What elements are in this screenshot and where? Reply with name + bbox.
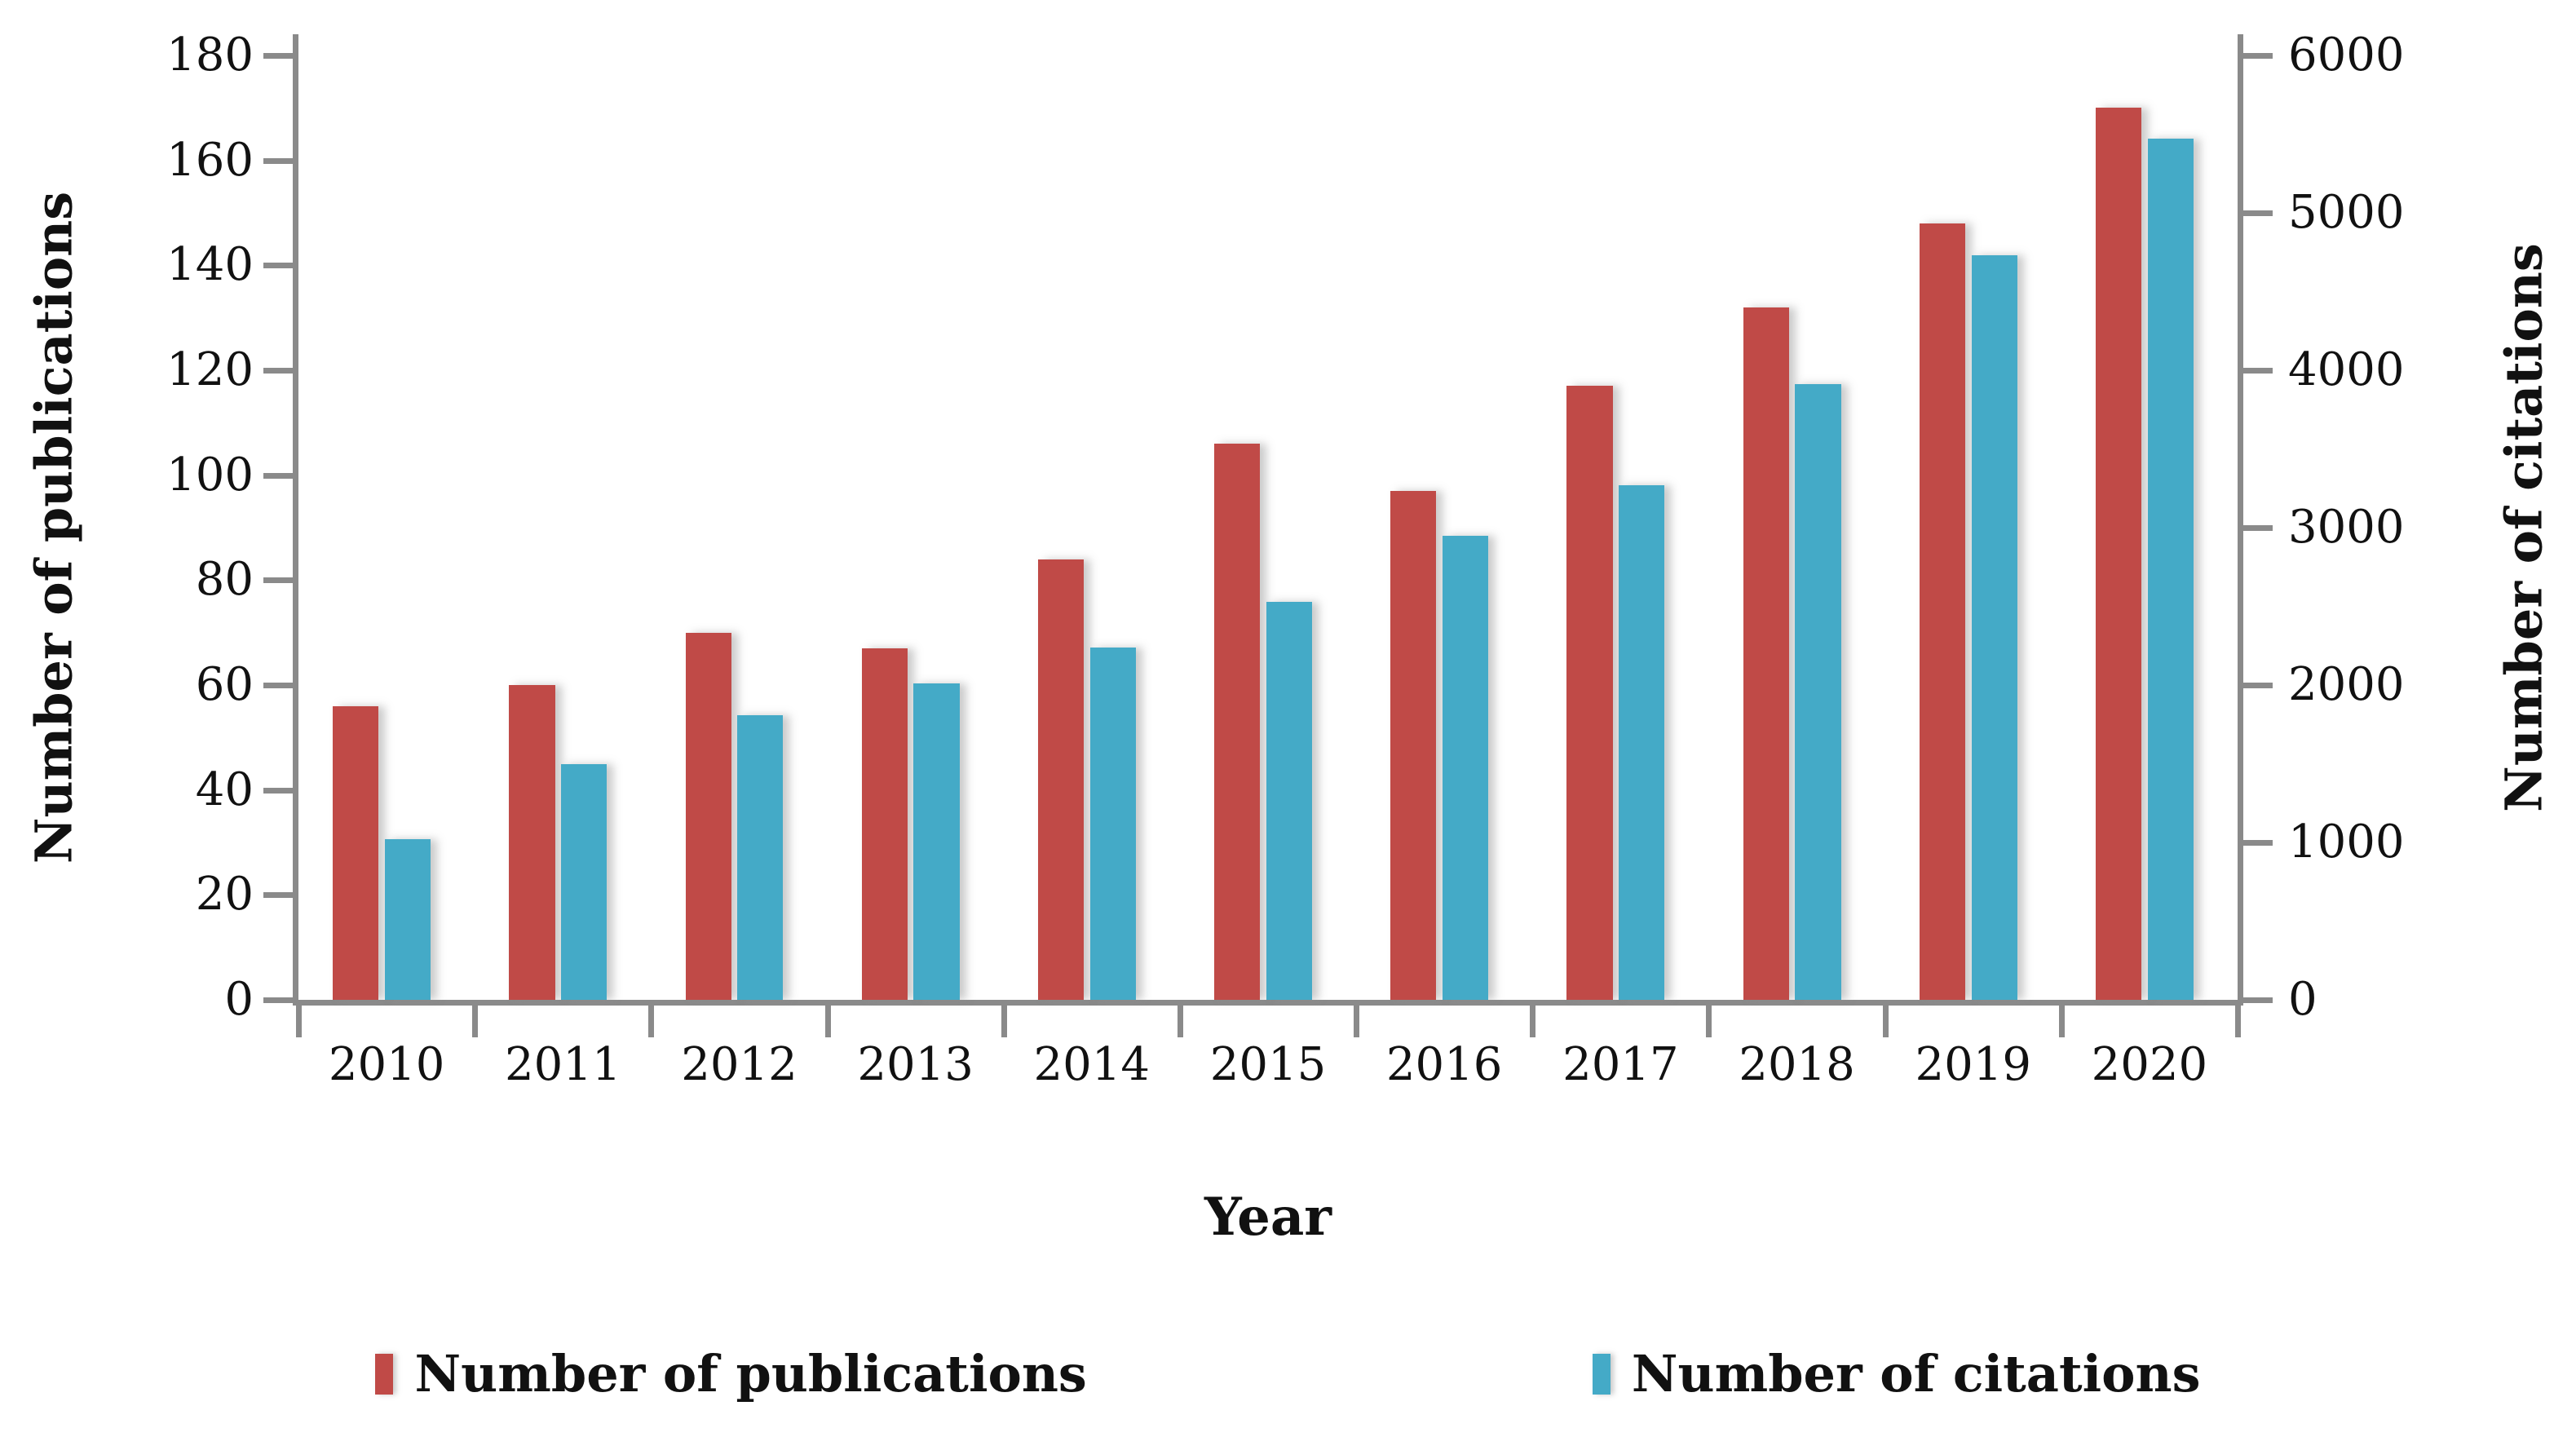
- x-tick: [1354, 1000, 1360, 1037]
- bar-publications: [333, 705, 379, 1000]
- left-tick-label: 160: [166, 133, 254, 187]
- left-tick-label: 100: [166, 448, 254, 502]
- right-tick: [2243, 683, 2273, 688]
- left-tick-label: 40: [195, 763, 254, 816]
- x-tick-label: 2017: [1562, 1038, 1679, 1091]
- right-tick-label: 3000: [2288, 501, 2405, 554]
- x-tick-label: 2013: [857, 1038, 974, 1091]
- right-tick-label: 2000: [2288, 658, 2405, 711]
- right-tick-label: 0: [2288, 973, 2318, 1026]
- x-tick-label: 2010: [328, 1038, 445, 1091]
- left-tick-label: 0: [224, 973, 254, 1026]
- x-tick: [824, 1000, 831, 1037]
- right-tick: [2243, 525, 2273, 531]
- left-tick: [263, 577, 293, 584]
- left-tick-label: 80: [195, 553, 254, 607]
- bar-citations: [1089, 647, 1136, 1000]
- right-tick: [2243, 53, 2273, 59]
- x-tick: [1177, 1000, 1183, 1037]
- right-tick: [2243, 997, 2273, 1003]
- right-tick-label: 1000: [2288, 816, 2405, 869]
- x-tick: [1882, 1000, 1889, 1037]
- left-tick-label: 60: [195, 658, 254, 711]
- bar-citations: [1443, 535, 1489, 1000]
- x-tick: [472, 1000, 479, 1037]
- x-tick-label: 2019: [1915, 1038, 2031, 1091]
- bar-publications: [861, 648, 908, 1000]
- bar-publications: [1743, 307, 1789, 1000]
- legend-item-publications: Number of publications: [375, 1344, 1087, 1404]
- x-tick-label: 2018: [1739, 1038, 1855, 1091]
- left-tick-label: 180: [166, 29, 254, 82]
- x-tick: [1530, 1000, 1536, 1037]
- bar-citations: [384, 839, 431, 1000]
- legend-label-publications: Number of publications: [414, 1344, 1087, 1404]
- bar-citations: [1266, 601, 1313, 1000]
- x-tick-label: 2014: [1033, 1038, 1151, 1091]
- bar-citations: [1971, 255, 2017, 1000]
- bar-publications: [1037, 559, 1085, 1000]
- left-tick: [263, 263, 293, 269]
- left-tick: [263, 997, 293, 1003]
- bar-citations: [913, 683, 960, 1000]
- left-tick: [263, 368, 293, 374]
- citations-swatch-icon: [1592, 1353, 1611, 1395]
- x-tick-label: 2016: [1385, 1038, 1503, 1091]
- right-tick-label: 4000: [2288, 343, 2405, 396]
- x-tick: [2235, 1000, 2241, 1037]
- bar-publications: [1214, 444, 1261, 1000]
- publications-swatch-icon: [375, 1353, 394, 1395]
- left-tick: [263, 787, 293, 794]
- x-axis-title: Year: [1204, 1187, 1332, 1248]
- right-axis-line: [2238, 34, 2243, 1000]
- bar-publications: [1919, 223, 1965, 1000]
- legend-item-citations: Number of citations: [1592, 1344, 2201, 1404]
- x-tick: [1001, 1000, 1007, 1037]
- left-tick-label: 140: [166, 238, 254, 292]
- x-tick-label: 2012: [681, 1038, 798, 1091]
- bar-publications: [1566, 386, 1613, 1000]
- left-tick-label: 120: [166, 343, 254, 396]
- legend-label-citations: Number of citations: [1631, 1344, 2201, 1404]
- bar-publications: [685, 632, 731, 1000]
- left-tick: [263, 157, 293, 164]
- left-tick: [263, 892, 293, 899]
- left-tick: [263, 683, 293, 688]
- bar-citations: [737, 714, 784, 1000]
- x-tick: [648, 1000, 655, 1037]
- x-tick-label: 2015: [1209, 1038, 1327, 1091]
- right-tick-label: 5000: [2288, 186, 2405, 239]
- bar-citations: [561, 763, 608, 1000]
- right-tick: [2243, 210, 2273, 216]
- left-axis-title: Number of publications: [24, 191, 84, 864]
- left-axis-title-wrap: Number of publications: [20, 55, 88, 1000]
- left-axis-line: [293, 34, 298, 1000]
- plot-area: 0 20 40 60 80 100 120 140 160 180 0 1000 2000 3000 400…: [166, 29, 2404, 1090]
- x-tick: [2058, 1000, 2065, 1037]
- bar-publications: [509, 685, 555, 1000]
- x-tick-label: 2020: [2091, 1038, 2208, 1091]
- x-tick-label: 2011: [505, 1038, 621, 1091]
- bar-publications: [1390, 490, 1437, 1000]
- left-tick-label: 20: [195, 868, 254, 922]
- x-tick: [1706, 1000, 1712, 1037]
- left-tick: [263, 53, 293, 59]
- right-tick: [2243, 840, 2273, 846]
- x-tick: [296, 1000, 302, 1037]
- right-tick-label: 6000: [2288, 29, 2405, 82]
- left-tick: [263, 472, 293, 479]
- x-axis-line: [293, 1000, 2243, 1006]
- legend: Number of publications Number of citatio…: [0, 1344, 2576, 1404]
- bar-publications: [2095, 108, 2142, 1000]
- right-tick: [2243, 368, 2273, 374]
- bar-citations: [1795, 384, 1841, 1000]
- bar-citations: [2147, 139, 2194, 1000]
- bar-citations: [1619, 484, 1665, 1000]
